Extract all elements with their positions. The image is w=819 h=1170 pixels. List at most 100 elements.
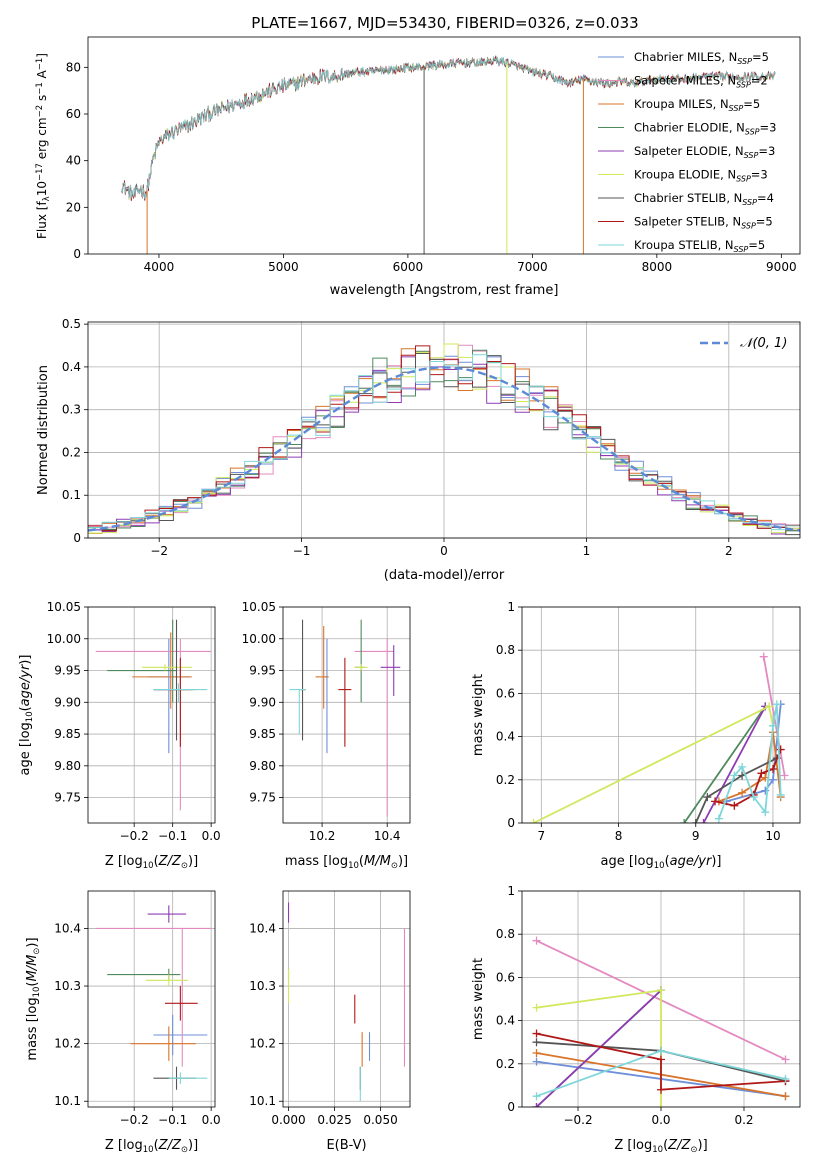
x-tick-label: 0.0 [202, 829, 221, 843]
y-tick-label: 60 [66, 107, 81, 121]
y-tick-label: 0.5 [62, 317, 81, 331]
plot-area [529, 652, 789, 823]
axes-frame [282, 606, 411, 824]
label-part: −1 [35, 58, 45, 71]
label-part: ( [663, 1138, 668, 1153]
series-line [535, 989, 662, 1107]
x-tick-label: 0.0 [202, 1113, 221, 1127]
grid [283, 891, 410, 1107]
legend-label: Chabrier STELIB, NSSP=4 [634, 191, 774, 207]
label-part: M/M [364, 854, 391, 869]
legend-subscript: SSP [729, 104, 744, 113]
series-marker [757, 769, 766, 778]
label-part: Z/Z [158, 854, 182, 869]
series-kroupa-elodie [529, 702, 777, 823]
series-marker [532, 1038, 541, 1047]
x-tick-label: −0.2 [120, 829, 149, 843]
histogram-kroupa-stelib [88, 354, 800, 531]
errorbar-salpeter-miles [354, 638, 394, 817]
x-axis-label: E(B-V) [326, 1138, 366, 1153]
legend-count: =4 [757, 191, 774, 205]
y-tick-label: 0 [73, 531, 81, 545]
y-tick-label: 9.95 [54, 664, 81, 678]
series-marker [765, 702, 774, 711]
series-marker [776, 790, 785, 799]
series-marker [714, 814, 723, 823]
errorbar-kroupa-miles [315, 626, 329, 709]
label-part: )] [188, 1138, 198, 1153]
label-part: M/M [25, 955, 40, 982]
series-marker [738, 762, 747, 771]
label-part: ⊙ [391, 861, 398, 871]
y-tick-label: 80 [66, 60, 81, 74]
y-axis-label: age [log10(age/yr)] [18, 655, 35, 776]
errorbar-kroupa-elodie [145, 974, 189, 987]
grid [88, 606, 215, 823]
legend-item-kroupa-miles: Kroupa MILES, NSSP=5 [598, 97, 760, 113]
legend-item-chabrier-stelib: Chabrier STELIB, NSSP=4 [598, 191, 774, 207]
x-axis-label: Z [log10(Z/Z⊙)] [105, 854, 198, 871]
y-tick-label: 10.00 [47, 632, 81, 646]
legend-subscript: SSP [736, 175, 751, 184]
series-kroupa-stelib [532, 1046, 790, 1101]
panel-residuals: −2 −1 0 1 2 0 0.1 0.2 0.3 0.4 0.5 𝒩(0, 1) (data-mode… [36, 317, 801, 583]
series-line [718, 704, 782, 820]
label-part: Z [log [614, 1138, 652, 1153]
y-axis-label: Flux [fλ10−17 erg cm−2 s−1 A−1] [35, 53, 52, 239]
label-part: )] [711, 854, 721, 869]
legend-label: 𝒩(0, 1) [740, 336, 787, 351]
label-part: −17 [35, 163, 45, 181]
legend-item-chabrier-miles: Chabrier MILES, NSSP=5 [598, 50, 769, 66]
x-tick-label: 1 [583, 544, 591, 558]
label-part: λ [42, 196, 52, 201]
y-tick-label: 0 [507, 816, 515, 830]
errorbar-kroupa-elodie [141, 664, 192, 671]
series-marker [730, 771, 739, 780]
label-part: 10 [35, 181, 49, 196]
label-part: 10 [654, 861, 665, 871]
series-marker [768, 775, 777, 784]
y-tick-label: 10.1 [54, 1094, 81, 1108]
y-tick-label: 0.8 [496, 643, 515, 657]
label-part: ( [18, 706, 33, 711]
series-line [702, 705, 767, 823]
legend-text: Chabrier MILES, N [634, 50, 737, 64]
legend-label: Salpeter STELIB, NSSP=5 [634, 215, 773, 231]
errorbar-chabrier-elodie [107, 968, 181, 981]
series-marker [657, 1055, 665, 1064]
legend-subscript: SSP [737, 57, 752, 66]
label-part: age [log [601, 854, 654, 869]
plot-area [532, 936, 790, 1107]
series-marker [657, 986, 665, 995]
label-part: ⊙ [181, 861, 188, 871]
legend-count: =3 [758, 144, 775, 158]
series-marker [738, 788, 747, 797]
series-marker [532, 1003, 541, 1012]
series-marker [749, 793, 758, 802]
series-line [683, 705, 767, 823]
series-marker [532, 1029, 541, 1038]
legend-label: Salpeter MILES, NSSP=2 [634, 74, 768, 90]
label-part: −1 [35, 82, 45, 95]
label-part: 10 [32, 987, 42, 998]
series-marker [532, 1103, 541, 1107]
y-tick-label: 0.2 [62, 445, 81, 459]
label-part: ⊙ [32, 948, 42, 955]
series-marker [781, 1074, 790, 1083]
y-tick-label: 0.2 [496, 773, 515, 787]
axes-frame [87, 606, 216, 824]
y-tick-label: 0.3 [62, 403, 81, 417]
y-tick-label: 0.6 [496, 686, 515, 700]
series-marker [657, 1085, 665, 1094]
label-part: ( [154, 854, 159, 869]
x-tick-label: 9000 [766, 260, 797, 274]
y-tick-label: 9.90 [54, 695, 81, 709]
x-tick-label: −0.1 [158, 829, 187, 843]
x-tick-label: −0.2 [563, 1113, 592, 1127]
y-tick-label: 10.3 [54, 979, 81, 993]
x-axis-label: (data-model)/error [384, 568, 505, 583]
legend-item-salpeter-elodie: Salpeter ELODIE, NSSP=3 [598, 144, 775, 160]
x-tick-label: 8 [615, 829, 623, 843]
panel-spectrum: 4000 5000 6000 7000 8000 9000 0 20 40 60 80 wavelen… [35, 36, 801, 298]
y-tick-label: 10.2 [249, 1037, 276, 1051]
